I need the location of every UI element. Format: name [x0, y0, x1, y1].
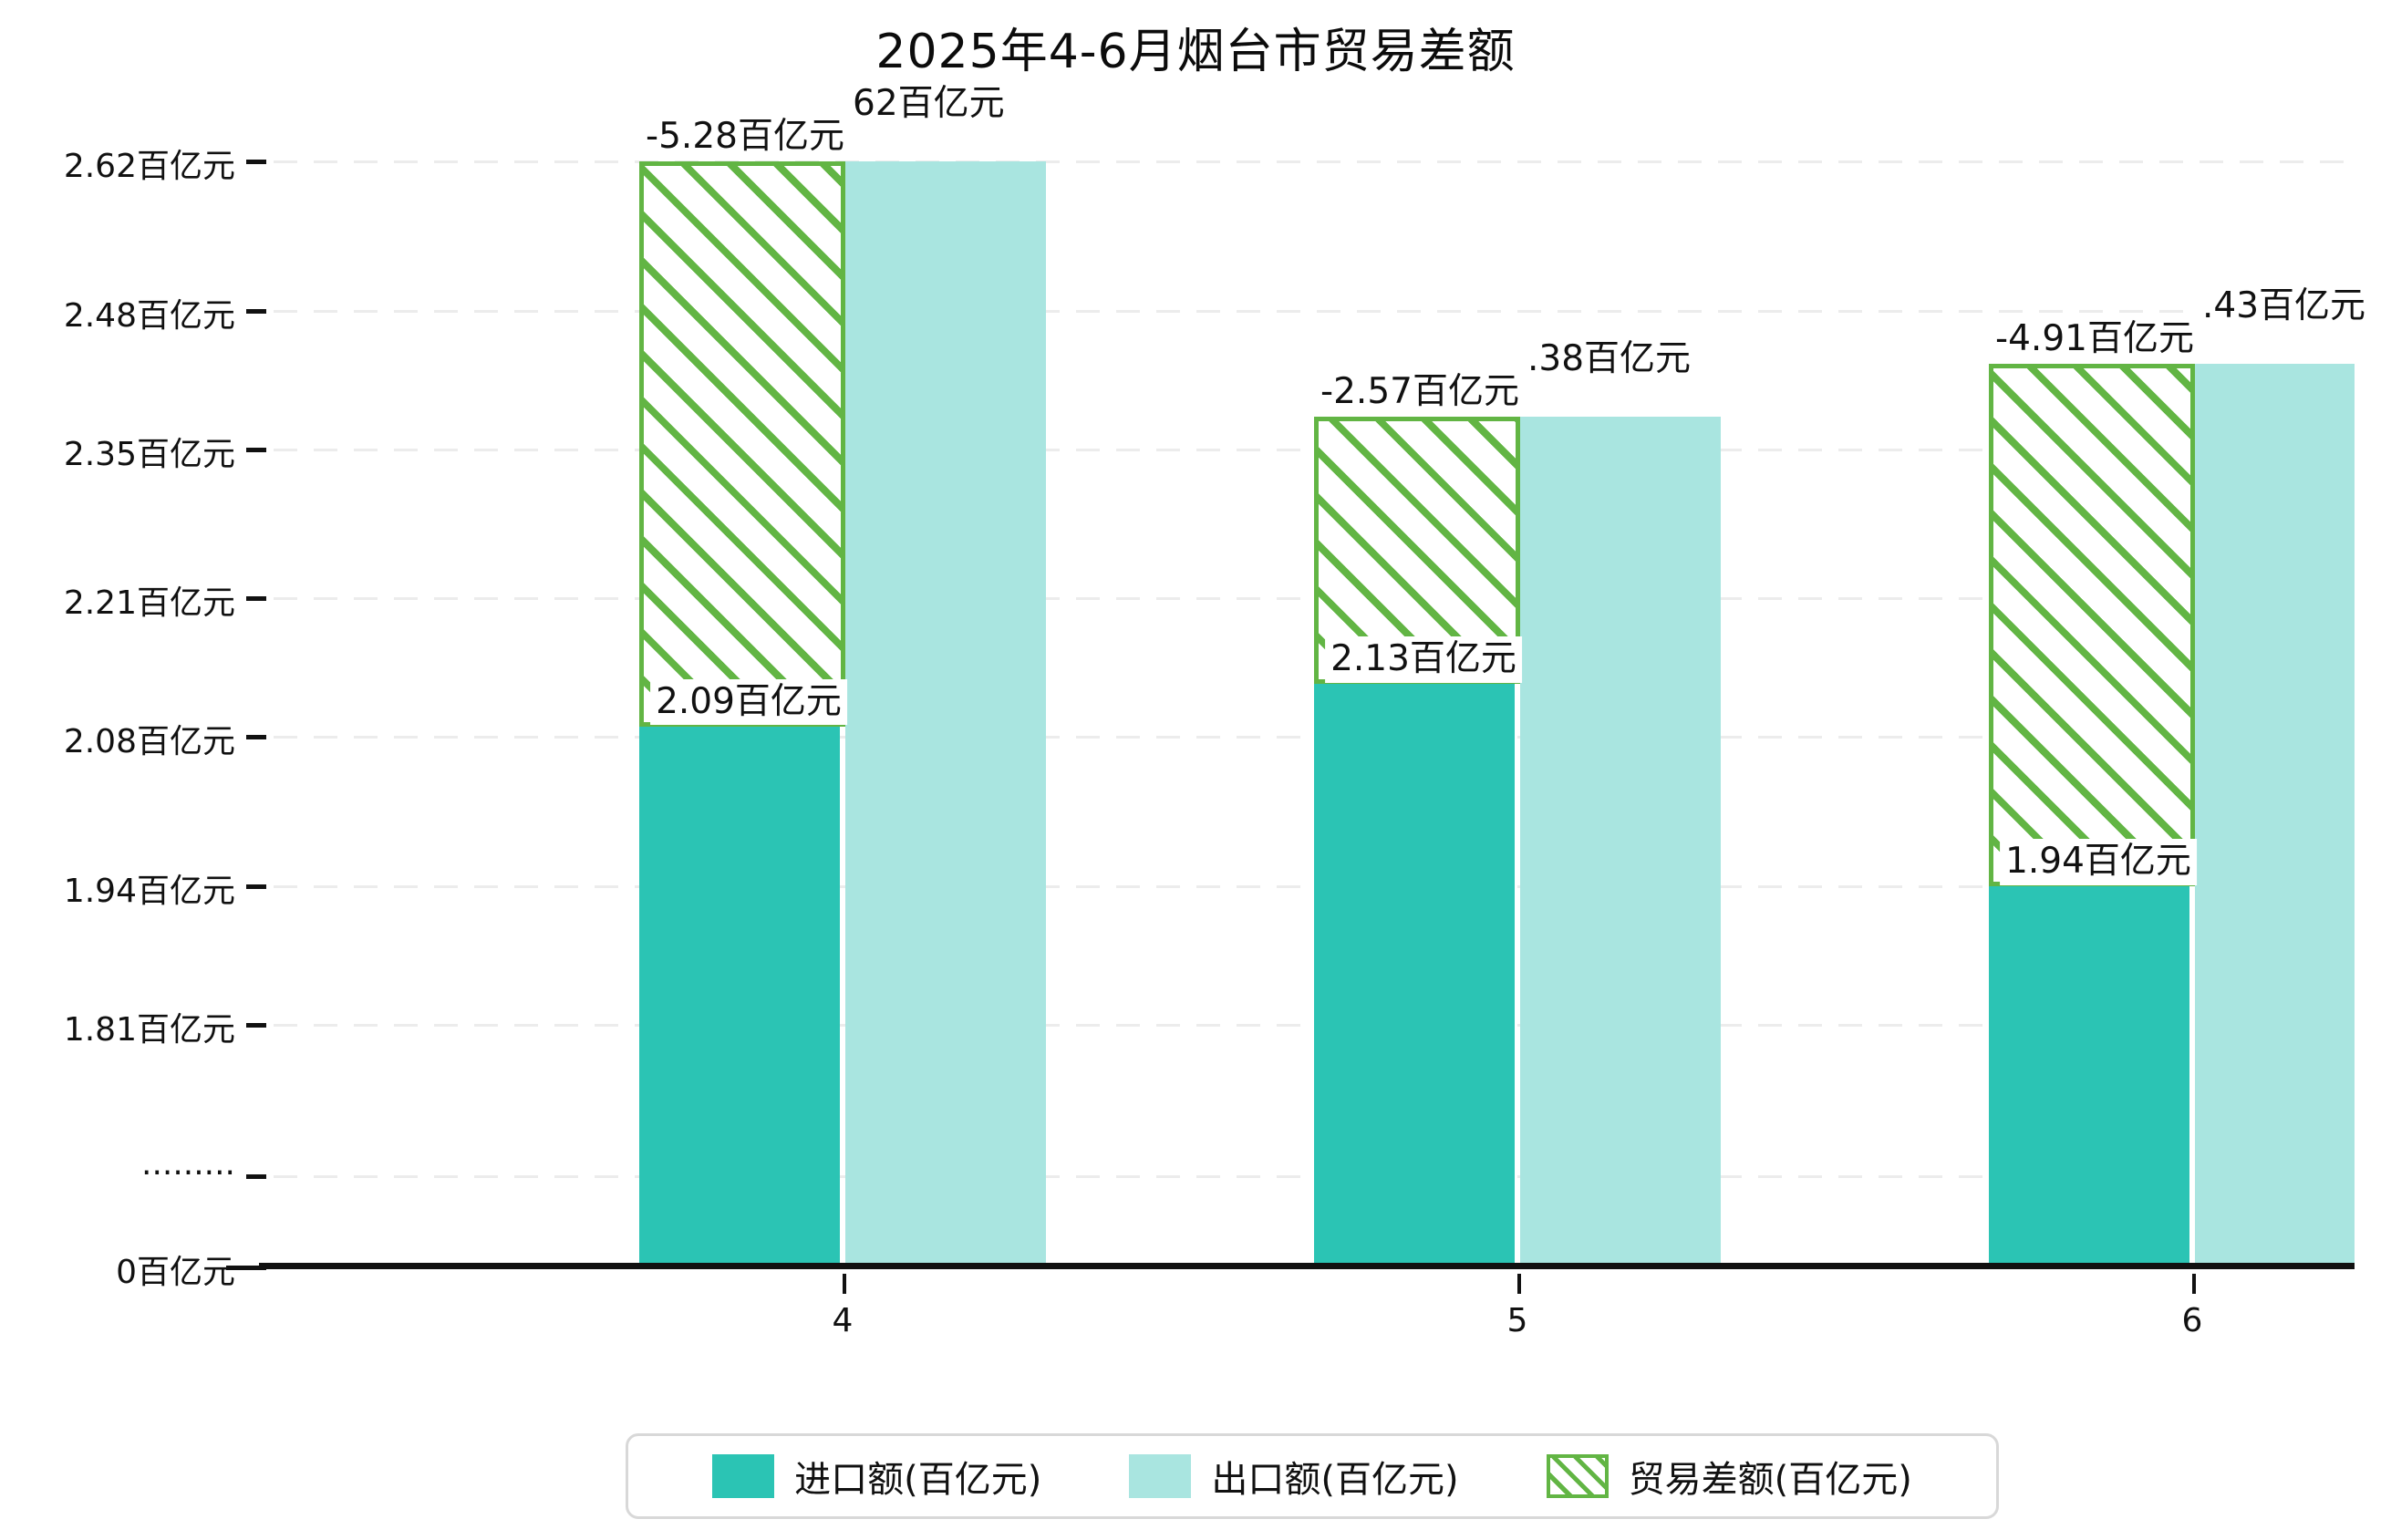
plot-clip	[274, 87, 2355, 1267]
x-axis-tick-mark	[2192, 1274, 2196, 1294]
y-axis-tick-mark	[226, 1266, 266, 1270]
y-axis-tick-mark	[246, 884, 266, 889]
bar-export[interactable]	[1520, 417, 1721, 1267]
value-label-export: .38百亿元	[1522, 336, 1697, 384]
legend-item-import[interactable]: 进口额(百亿元)	[712, 1450, 1041, 1503]
y-axis-tick-mark	[246, 596, 266, 602]
bar-export[interactable]	[2195, 364, 2355, 1267]
y-axis-tick-mark	[246, 447, 266, 452]
legend-label-balance: 贸易差额(百亿元)	[1628, 1459, 1912, 1501]
legend-swatch-import-icon	[712, 1454, 775, 1498]
chart-legend: 进口额(百亿元) 出口额(百亿元) 贸易差额(百亿元)	[626, 1433, 1999, 1519]
x-axis-tick-mark	[843, 1274, 846, 1294]
grid-line	[274, 160, 2355, 163]
y-axis-tick-mark	[246, 159, 266, 164]
legend-item-export[interactable]: 出口额(百亿元)	[1129, 1450, 1459, 1503]
y-axis-tick-mark	[246, 735, 266, 740]
y-axis-tick-mark	[246, 1022, 266, 1028]
x-axis-baseline	[259, 1263, 2355, 1269]
bar-import[interactable]	[1314, 683, 1515, 1267]
x-axis-tick-label: 4	[832, 1302, 854, 1339]
y-axis-tick-label: 2.21百亿元	[63, 584, 235, 623]
bar-trade-balance[interactable]	[1989, 364, 2195, 886]
y-axis-tick-label: 1.94百亿元	[63, 872, 235, 910]
value-label-trade-balance: -5.28百亿元	[640, 113, 850, 160]
value-label-export: 62百亿元	[847, 80, 1010, 128]
grid-line	[274, 309, 2355, 313]
x-axis-tick-label: 5	[1506, 1302, 1528, 1339]
y-axis-tick-label: 2.48百亿元	[63, 296, 235, 335]
plot-area	[274, 87, 2355, 1267]
value-label-export: .43百亿元	[2197, 284, 2372, 330]
value-label-import: 2.13百亿元	[1325, 636, 1522, 683]
legend-swatch-export-icon	[1129, 1454, 1192, 1498]
bar-import[interactable]	[639, 726, 840, 1267]
value-label-trade-balance: -4.91百亿元	[1990, 316, 2200, 363]
y-axis-tick-label: 2.08百亿元	[63, 723, 235, 761]
x-axis-tick-label: 6	[2181, 1302, 2203, 1339]
y-axis-tick-label: 2.35百亿元	[63, 435, 235, 473]
bar-import[interactable]	[1989, 885, 2189, 1267]
legend-swatch-balance-icon	[1546, 1454, 1609, 1498]
legend-label-import: 进口额(百亿元)	[794, 1459, 1042, 1501]
y-axis-tick-mark	[246, 1174, 266, 1179]
value-label-import: 2.09百亿元	[650, 678, 847, 726]
x-axis-tick-mark	[1517, 1274, 1521, 1294]
bar-trade-balance[interactable]	[639, 160, 845, 727]
y-axis-tick-label: 2.62百亿元	[63, 147, 235, 185]
y-axis-tick-label: 1.81百亿元	[63, 1010, 235, 1049]
legend-label-export: 出口额(百亿元)	[1211, 1459, 1459, 1501]
chart-title: 2025年4-6月烟台市贸易差额	[875, 25, 1516, 79]
y-axis-tick-mark	[246, 308, 266, 314]
legend-item-balance[interactable]: 贸易差额(百亿元)	[1546, 1450, 1912, 1503]
y-axis-tick-label: 0百亿元	[116, 1254, 235, 1291]
value-label-import: 1.94百亿元	[2000, 838, 2197, 885]
bar-trade-balance[interactable]	[1314, 417, 1520, 684]
value-label-trade-balance: -2.57百亿元	[1315, 369, 1525, 417]
y-axis-tick-label: ·········	[141, 1154, 235, 1192]
bar-export[interactable]	[845, 160, 1046, 1267]
